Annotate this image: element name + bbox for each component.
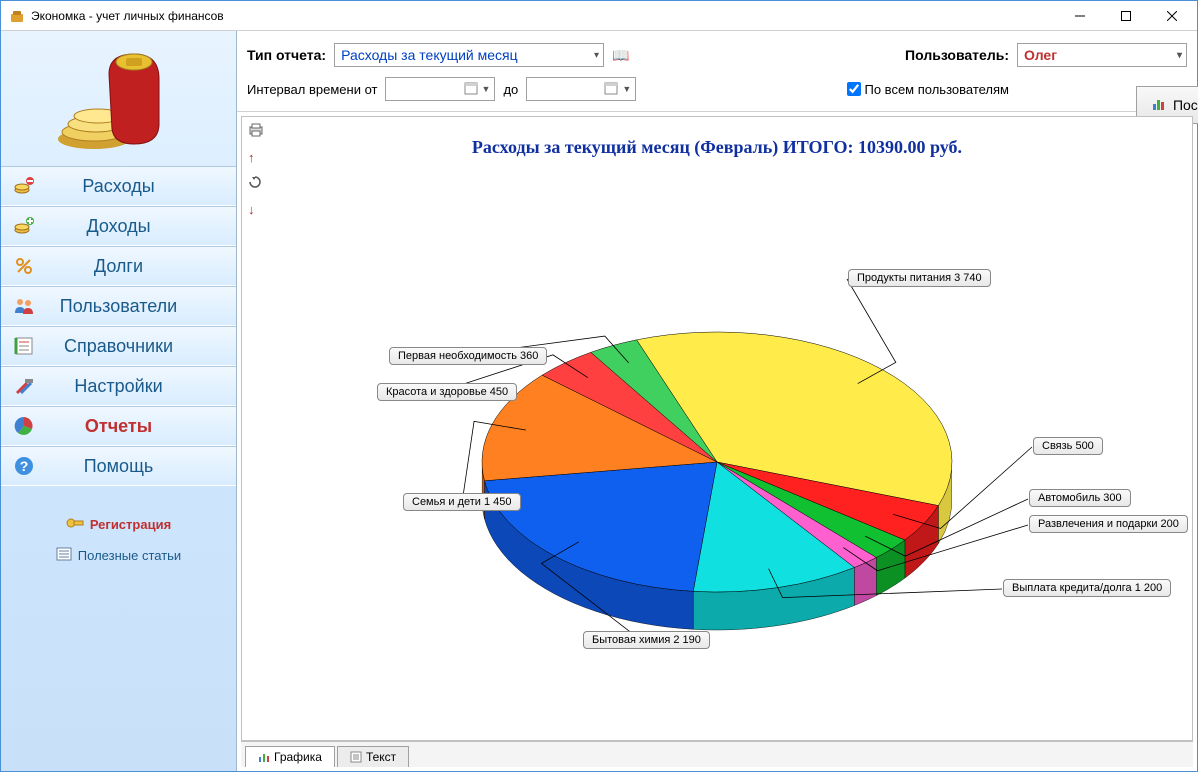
book-icon — [13, 335, 35, 357]
nav-item-5[interactable]: Настройки — [1, 366, 236, 406]
nav-item-label: Расходы — [82, 176, 154, 197]
interval-to-label: до — [503, 82, 518, 97]
user-combo[interactable]: Олег ▾ — [1017, 43, 1187, 67]
nav-item-2[interactable]: Долги — [1, 246, 236, 286]
all-users-check[interactable] — [847, 82, 861, 96]
key-icon — [66, 516, 84, 533]
main-area: Тип отчета: Расходы за текущий месяц ▾ 📖… — [237, 31, 1197, 771]
window-title: Экономка - учет личных финансов — [31, 9, 1057, 23]
piechart-icon — [13, 415, 35, 437]
nav-item-1[interactable]: Доходы — [1, 206, 236, 246]
all-users-label: По всем пользователям — [865, 82, 1010, 97]
chart-area: ↑ ↓ Расходы за текущий месяц (Февраль) И… — [241, 116, 1193, 741]
pie-label: Связь 500 — [1033, 437, 1103, 455]
book-icon[interactable]: 📖 — [612, 47, 629, 64]
pie-label: Продукты питания 3 740 — [848, 269, 991, 287]
chevron-down-icon: ▼ — [622, 84, 631, 94]
chevron-down-icon: ▾ — [1177, 50, 1182, 61]
pie-label: Выплата кредита/долга 1 200 — [1003, 579, 1171, 597]
build-label: Постр — [1173, 97, 1198, 113]
coins-plus-icon — [13, 215, 35, 237]
nav-item-3[interactable]: Пользователи — [1, 286, 236, 326]
titlebar: Экономка - учет личных финансов — [1, 1, 1197, 31]
articles-link[interactable]: Полезные статьи — [56, 547, 181, 564]
pie-label: Автомобиль 300 — [1029, 489, 1131, 507]
report-type-label: Тип отчета: — [247, 47, 326, 63]
chart-bar-icon — [258, 751, 270, 763]
nav-item-0[interactable]: Расходы — [1, 166, 236, 206]
help-icon: ? — [13, 455, 35, 477]
maximize-button[interactable] — [1103, 1, 1149, 31]
text-icon — [350, 751, 362, 763]
chart-icon — [1151, 96, 1167, 115]
nav-item-label: Справочники — [64, 336, 173, 357]
print-icon[interactable] — [248, 123, 264, 140]
wallet-icon — [54, 44, 184, 154]
report-type-value: Расходы за текущий месяц — [341, 47, 518, 63]
date-from-input[interactable]: ▼ — [385, 77, 495, 101]
chart-title: Расходы за текущий месяц (Февраль) ИТОГО… — [242, 117, 1192, 162]
users-icon — [13, 295, 35, 317]
registration-label: Регистрация — [90, 517, 171, 532]
articles-icon — [56, 547, 72, 564]
nav-item-label: Помощь — [84, 456, 154, 477]
tab-graphics[interactable]: Графика — [245, 746, 335, 767]
nav-item-label: Настройки — [74, 376, 162, 397]
nav-item-label: Доходы — [86, 216, 150, 237]
user-label: Пользователь: — [905, 47, 1009, 63]
tab-text-label: Текст — [366, 750, 396, 764]
chevron-down-icon: ▼ — [482, 84, 491, 94]
pie-label: Развлечения и подарки 200 — [1029, 515, 1188, 533]
all-users-checkbox[interactable]: По всем пользователям — [847, 82, 1010, 97]
coins-minus-icon — [13, 175, 35, 197]
nav-item-4[interactable]: Справочники — [1, 326, 236, 366]
report-type-combo[interactable]: Расходы за текущий месяц ▾ — [334, 43, 604, 67]
pie-label: Семья и дети 1 450 — [403, 493, 521, 511]
interval-from-label: Интервал времени от — [247, 82, 377, 97]
minimize-button[interactable] — [1057, 1, 1103, 31]
chevron-down-icon: ▾ — [594, 50, 599, 61]
pie-label: Красота и здоровье 450 — [377, 383, 517, 401]
toolbar: Тип отчета: Расходы за текущий месяц ▾ 📖… — [237, 31, 1197, 112]
nav-item-label: Отчеты — [85, 416, 152, 437]
app-icon — [9, 8, 25, 24]
close-button[interactable] — [1149, 1, 1195, 31]
user-value: Олег — [1024, 47, 1057, 63]
tab-graphics-label: Графика — [274, 750, 322, 764]
date-to-input[interactable]: ▼ — [526, 77, 636, 101]
sidebar: Расходы Доходы Долги Пользователи Справочник… — [1, 31, 237, 771]
svg-text:?: ? — [20, 458, 29, 474]
tools-icon — [13, 375, 35, 397]
logo-area — [1, 31, 236, 166]
pie-label: Первая необходимость 360 — [389, 347, 547, 365]
nav-item-6[interactable]: Отчеты — [1, 406, 236, 446]
articles-label: Полезные статьи — [78, 548, 181, 563]
calendar-icon — [464, 81, 478, 98]
nav-item-label: Пользователи — [60, 296, 177, 317]
arrow-down-icon[interactable]: ↓ — [248, 202, 264, 217]
registration-link[interactable]: Регистрация — [66, 516, 171, 533]
tab-text[interactable]: Текст — [337, 746, 409, 767]
nav-item-label: Долги — [94, 256, 143, 277]
refresh-icon[interactable] — [248, 175, 264, 192]
percent-icon — [13, 255, 35, 277]
arrow-up-icon[interactable]: ↑ — [248, 150, 264, 165]
bottom-tabs: Графика Текст — [241, 741, 1193, 767]
nav-item-7[interactable]: ? Помощь — [1, 446, 236, 486]
pie-label: Бытовая химия 2 190 — [583, 631, 710, 649]
calendar-icon — [604, 81, 618, 98]
